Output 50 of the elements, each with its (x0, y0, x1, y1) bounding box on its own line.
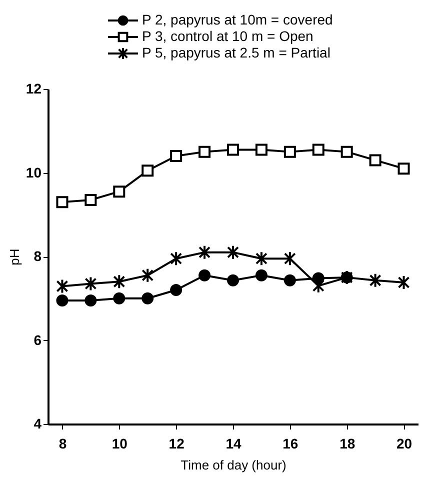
point (84, 194, 97, 206)
x-tick-label: 14 (226, 436, 242, 452)
point (142, 268, 154, 283)
point (142, 164, 154, 177)
point (84, 276, 97, 292)
y-tick-label: 8 (34, 248, 42, 264)
point (142, 292, 154, 304)
point (369, 272, 382, 288)
point (170, 150, 182, 162)
point (284, 146, 296, 158)
point (56, 196, 68, 208)
point (198, 269, 211, 282)
point (340, 146, 353, 158)
point (198, 244, 211, 260)
point (113, 186, 126, 198)
x-tick-label: 20 (396, 436, 412, 452)
x-tick-label: 18 (340, 436, 356, 452)
legend-label: P 2, papyrus at 10m = covered (142, 12, 333, 28)
point (255, 251, 268, 266)
point (227, 274, 239, 286)
y-tick-label: 10 (26, 164, 42, 180)
y-tick-label: 12 (26, 80, 42, 96)
point (113, 274, 126, 290)
point (84, 294, 97, 306)
point (284, 251, 296, 266)
y-tick-label: 4 (34, 416, 42, 432)
point (56, 278, 68, 294)
x-tick-label: 8 (58, 436, 67, 452)
point (113, 292, 126, 304)
point (255, 269, 268, 282)
point (369, 154, 382, 166)
point (284, 274, 296, 286)
x-tick-label: 12 (168, 436, 185, 452)
y-axis-title: pH (6, 248, 22, 266)
y-tick-label: 6 (34, 332, 42, 348)
point (398, 274, 410, 290)
point (170, 251, 182, 266)
point (198, 146, 211, 158)
legend-label: P 3, control at 10 m = Open (142, 28, 314, 44)
point (56, 294, 68, 306)
x-tick-label: 10 (112, 436, 128, 452)
point (398, 162, 410, 175)
point (227, 244, 239, 260)
point (170, 284, 182, 296)
x-axis-title: Time of day (hour) (180, 458, 286, 472)
point (312, 144, 324, 156)
legend-label: P 5, papyrus at 2.5 m = Partial (142, 44, 330, 60)
point (255, 144, 268, 156)
x-tick-label: 16 (282, 436, 298, 452)
point (227, 144, 239, 156)
